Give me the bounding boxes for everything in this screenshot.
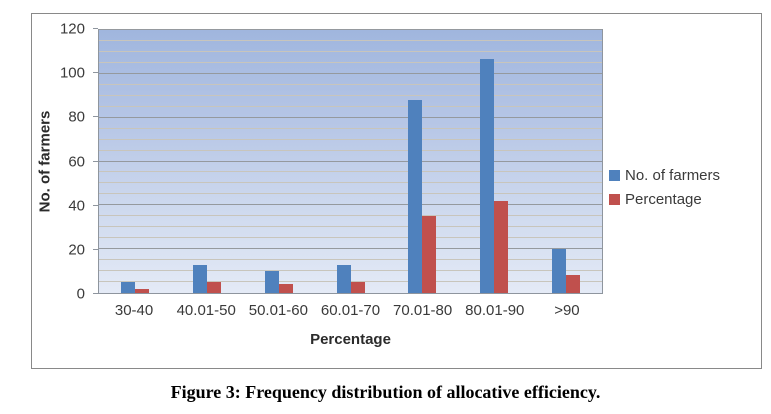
y-axis: 0 20 40 60 80 100 120 (32, 21, 98, 303)
bar-percentage (566, 275, 581, 293)
bar-percentage (422, 216, 437, 293)
bar-group (458, 30, 530, 293)
gridline (99, 182, 602, 184)
gridline (99, 39, 602, 41)
x-category-label: 80.01-90 (465, 302, 525, 319)
gridline (99, 83, 602, 85)
y-tick-mark (93, 116, 98, 118)
gridline (99, 160, 602, 162)
bar-no-of-farmers (264, 271, 279, 293)
gridline (99, 61, 602, 63)
gridline (99, 72, 602, 74)
bar-group (99, 30, 171, 293)
x-category-label: 60.01-70 (320, 302, 381, 319)
y-tick-label: 80 (68, 108, 85, 126)
y-tick-mark (93, 28, 98, 29)
y-tick-label: 0 (76, 285, 85, 303)
chart-frame: No. of farmers 0 20 40 60 80 100 120 30-40 40.0… (31, 13, 762, 369)
x-category-label: 30-40 (114, 302, 154, 319)
y-tick-mark (93, 293, 98, 294)
gridline (99, 248, 602, 250)
legend-swatch (609, 194, 620, 205)
x-category-label: 40.01-50 (176, 302, 236, 319)
x-category-label: >90 (554, 302, 580, 319)
legend: No. of farmers Percentage (609, 167, 720, 208)
y-tick-label: 20 (68, 241, 85, 259)
legend-swatch (609, 170, 620, 181)
gridline (99, 204, 602, 206)
bar-percentage (494, 200, 509, 293)
gridline (99, 281, 602, 283)
gridline (99, 215, 602, 217)
bar-percentage (134, 288, 149, 293)
bar-percentage (206, 282, 221, 293)
bar-no-of-farmers (552, 249, 567, 293)
gridline (99, 270, 602, 272)
legend-label: No. of farmers (625, 167, 721, 184)
x-axis-title: Percentage (310, 331, 391, 348)
y-tick-label: 100 (59, 64, 85, 82)
plot-area (98, 29, 603, 294)
bar-percentage (350, 282, 365, 293)
figure-caption: Figure 3: Frequency distribution of allo… (170, 382, 601, 402)
bar-group (315, 30, 387, 293)
gridline (99, 29, 602, 30)
gridline (99, 127, 602, 129)
bar-no-of-farmers (192, 264, 207, 293)
bar-group (530, 30, 602, 293)
legend-label: Percentage (625, 191, 702, 208)
y-tick-label: 60 (68, 153, 85, 170)
gridline (99, 138, 602, 140)
y-tick-mark (93, 204, 98, 206)
bar-no-of-farmers (408, 100, 423, 293)
legend-item: No. of farmers (609, 167, 720, 184)
gridline (99, 237, 602, 239)
bar-groups (99, 30, 602, 293)
legend-item: Percentage (609, 191, 720, 208)
bar-percentage (278, 284, 293, 293)
gridline (99, 193, 602, 195)
x-category-label: 70.01-80 (393, 302, 453, 319)
bar-no-of-farmers (480, 58, 495, 293)
gridline (99, 259, 602, 261)
y-tick-mark (93, 72, 98, 74)
gridline (99, 105, 602, 107)
gridline (99, 226, 602, 228)
bar-group (243, 30, 315, 293)
gridline (99, 149, 602, 151)
y-tick-mark (93, 248, 98, 250)
bar-group (171, 30, 243, 293)
gridline (99, 94, 602, 96)
gridline (99, 171, 602, 173)
bar-no-of-farmers (336, 264, 351, 293)
y-tick-label: 120 (59, 20, 85, 38)
y-tick-mark (93, 160, 98, 162)
gridline (99, 50, 602, 52)
y-tick-label: 40 (68, 197, 85, 215)
gridline (99, 116, 602, 118)
x-category-label: 50.01-60 (248, 302, 308, 319)
x-axis-labels: 30-40 40.01-50 50.01-60 60.01-70 70.01-80 80.… (98, 302, 603, 319)
bar-group (386, 30, 458, 293)
bar-no-of-farmers (120, 282, 135, 293)
